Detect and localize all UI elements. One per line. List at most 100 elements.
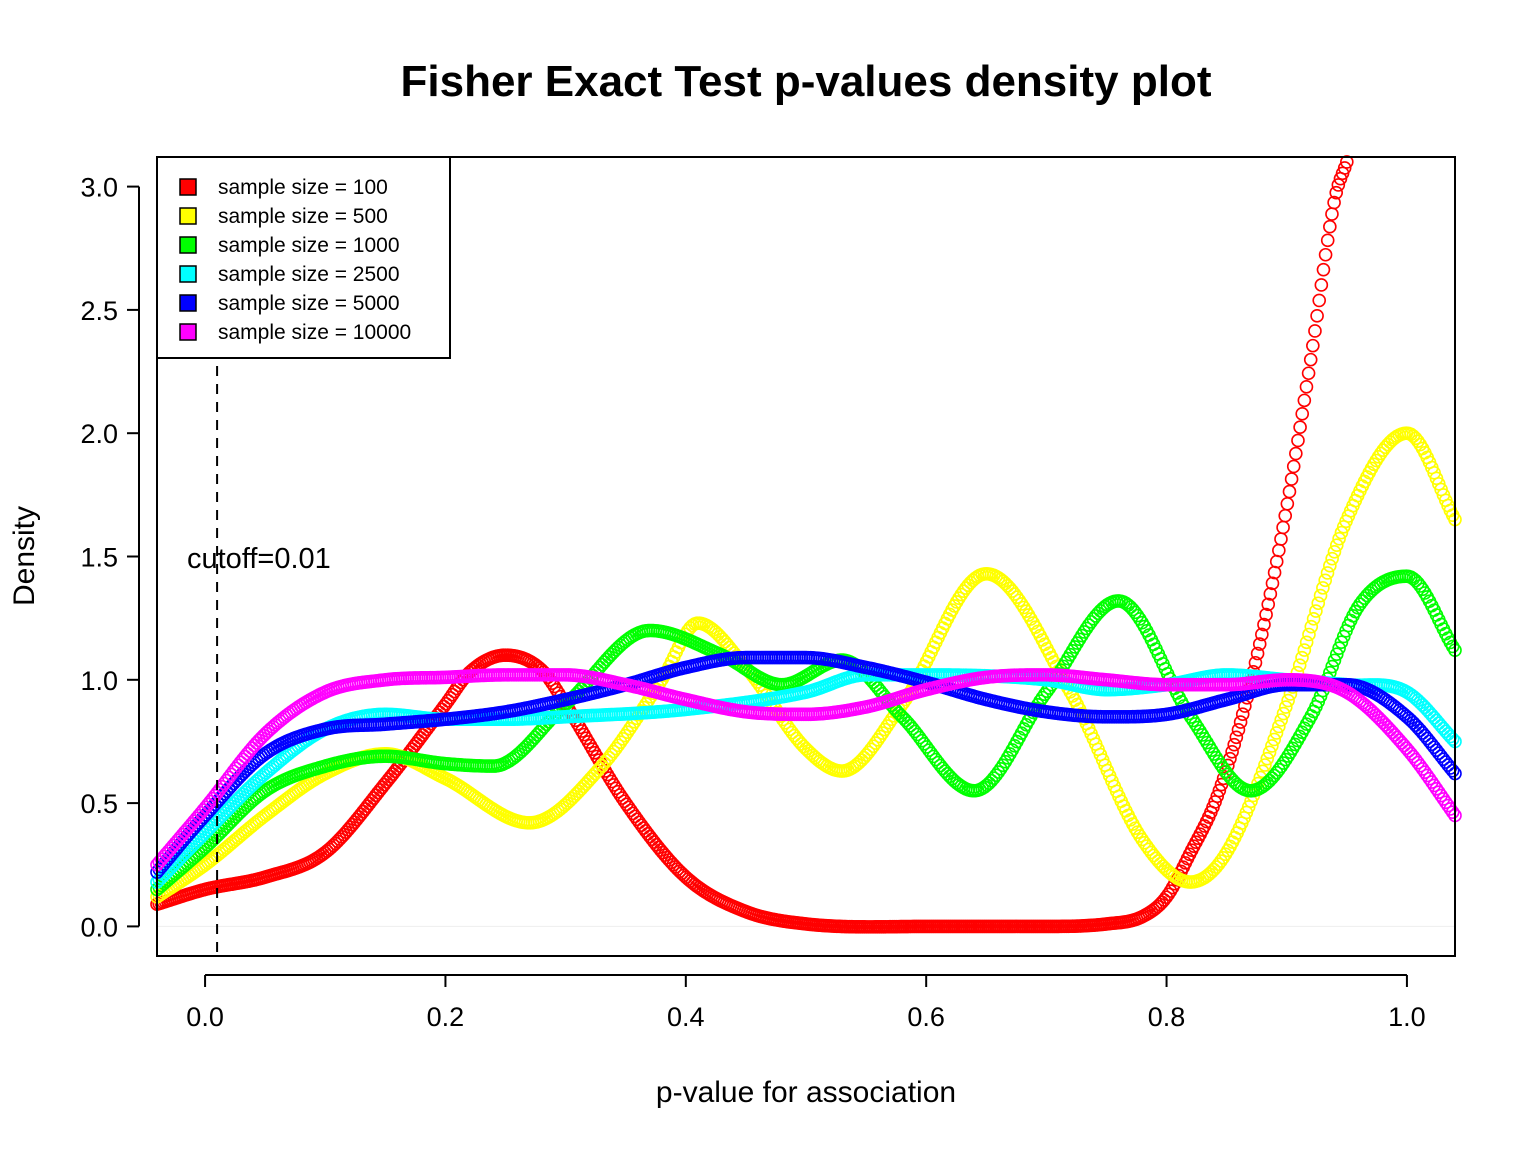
data-point — [875, 726, 890, 740]
data-point — [1329, 647, 1344, 662]
data-point — [1329, 185, 1344, 200]
data-point — [1295, 650, 1309, 665]
data-point — [1327, 195, 1341, 210]
data-point — [852, 755, 867, 770]
data-point — [1431, 785, 1446, 799]
x-axis-label: p-value for association — [656, 1076, 956, 1109]
data-point — [152, 872, 167, 887]
data-point — [1434, 788, 1448, 803]
data-point — [991, 765, 1006, 779]
data-point — [1161, 887, 1176, 902]
data-point — [896, 711, 911, 725]
data-point — [1204, 865, 1219, 879]
x-tick-label: 0.4 — [667, 1002, 705, 1032]
data-point — [1267, 565, 1282, 580]
data-point — [1295, 407, 1310, 421]
data-point — [1263, 587, 1278, 601]
data-point — [1318, 247, 1333, 262]
legend-swatch — [179, 323, 197, 341]
data-point — [1320, 566, 1335, 580]
data-point — [1378, 718, 1393, 732]
chart-title: Fisher Exact Test p-values density plot — [401, 57, 1212, 106]
data-point — [1212, 783, 1227, 798]
data-point — [1075, 628, 1089, 643]
data-point — [1216, 850, 1231, 865]
data-point — [562, 794, 577, 808]
data-point — [1227, 737, 1242, 752]
data-point — [1318, 573, 1332, 588]
data-point — [1369, 453, 1383, 468]
data-point — [254, 731, 269, 745]
data-point — [1281, 693, 1295, 708]
data-point — [1306, 338, 1320, 353]
data-point — [231, 792, 245, 806]
y-tick-label: 1.5 — [80, 543, 118, 573]
data-point — [1325, 207, 1339, 221]
data-point — [1274, 759, 1288, 774]
data-point — [198, 825, 213, 839]
data-point — [623, 721, 637, 736]
data-point — [1012, 593, 1027, 608]
data-point — [604, 774, 619, 789]
data-point — [1302, 627, 1316, 642]
data-point — [996, 574, 1010, 589]
data-point — [1279, 752, 1293, 767]
data-point — [878, 722, 892, 737]
data-point — [1209, 750, 1224, 765]
data-point — [982, 776, 996, 790]
data-point — [1309, 604, 1323, 618]
data-point — [1269, 554, 1284, 569]
data-point — [1269, 726, 1284, 740]
y-axis: 0.0 0.5 1.0 1.5 2.0 2.5 3.0 — [80, 173, 140, 942]
data-point — [1297, 393, 1312, 408]
data-point — [217, 806, 232, 820]
data-point — [569, 787, 584, 801]
data-point — [201, 822, 215, 837]
data-point — [233, 789, 248, 804]
data-point — [1278, 508, 1293, 523]
data-point — [1214, 854, 1228, 868]
legend-label: sample size = 500 — [218, 205, 388, 228]
data-point — [1413, 579, 1428, 593]
data-point — [1314, 278, 1329, 292]
data-point — [1286, 459, 1301, 474]
data-point — [1261, 597, 1276, 612]
cutoff-label: cutoff=0.01 — [187, 543, 331, 575]
legend: sample size = 100 sample size = 500 sample… — [156, 156, 451, 359]
data-point — [1301, 366, 1316, 381]
data-point — [602, 650, 616, 664]
data-point — [1010, 590, 1024, 604]
data-point — [794, 737, 809, 751]
data-point — [208, 815, 222, 830]
data-point — [1304, 619, 1319, 634]
data-point — [1406, 571, 1421, 586]
data-point — [1415, 582, 1430, 597]
data-point — [1323, 219, 1337, 234]
y-tick-label: 2.0 — [80, 419, 118, 449]
data-point — [1260, 776, 1275, 790]
data-point — [871, 732, 885, 747]
data-point — [1276, 520, 1290, 535]
x-tick-label: 0.6 — [907, 1002, 945, 1032]
data-point — [1225, 744, 1239, 759]
data-point — [1325, 659, 1339, 674]
series-2 — [150, 426, 1462, 904]
data-point — [1306, 612, 1321, 626]
data-point — [1272, 719, 1286, 734]
legend-label: sample size = 1000 — [218, 234, 400, 257]
data-point — [1340, 155, 1354, 169]
y-tick-label: 3.0 — [80, 173, 118, 203]
data-point — [1210, 789, 1225, 804]
y-tick-label: 0.0 — [80, 912, 118, 942]
y-tick-label: 2.5 — [80, 296, 118, 326]
data-point — [1153, 856, 1168, 871]
data-point — [1202, 867, 1217, 881]
data-point — [1316, 262, 1331, 277]
data-point — [1371, 710, 1386, 725]
data-point — [516, 742, 531, 757]
data-point — [1255, 764, 1270, 779]
data-point — [1121, 598, 1135, 612]
data-point — [711, 627, 725, 642]
